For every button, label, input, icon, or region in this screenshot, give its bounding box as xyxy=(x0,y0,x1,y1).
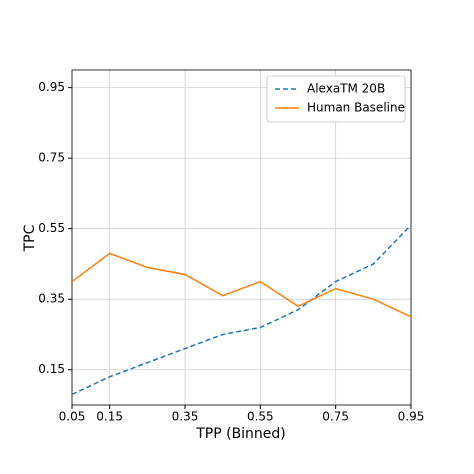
y-tick-label: 0.55 xyxy=(38,221,65,235)
legend-label: Human Baseline xyxy=(307,101,405,115)
x-tick-label: 0.35 xyxy=(172,410,199,424)
x-tick-label: 0.75 xyxy=(322,410,349,424)
legend-box xyxy=(266,75,406,123)
y-tick-label: 0.15 xyxy=(38,362,65,376)
data-line xyxy=(71,252,412,318)
x-tick-label: 0.95 xyxy=(398,410,425,424)
x-tick-label: 0.15 xyxy=(96,410,123,424)
data-line xyxy=(71,224,412,396)
y-tick-label: 0.75 xyxy=(38,151,65,165)
y-axis-title: TPC xyxy=(22,224,38,252)
x-tick-label: 0.05 xyxy=(59,410,86,424)
legend-label: AlexaTM 20B xyxy=(307,82,385,96)
plot-frame xyxy=(71,69,412,406)
x-axis-title: TPP (Binned) xyxy=(195,426,286,442)
y-tick-label: 0.35 xyxy=(38,292,65,306)
x-tick-label: 0.55 xyxy=(247,410,274,424)
y-tick-label: 0.95 xyxy=(38,80,65,94)
